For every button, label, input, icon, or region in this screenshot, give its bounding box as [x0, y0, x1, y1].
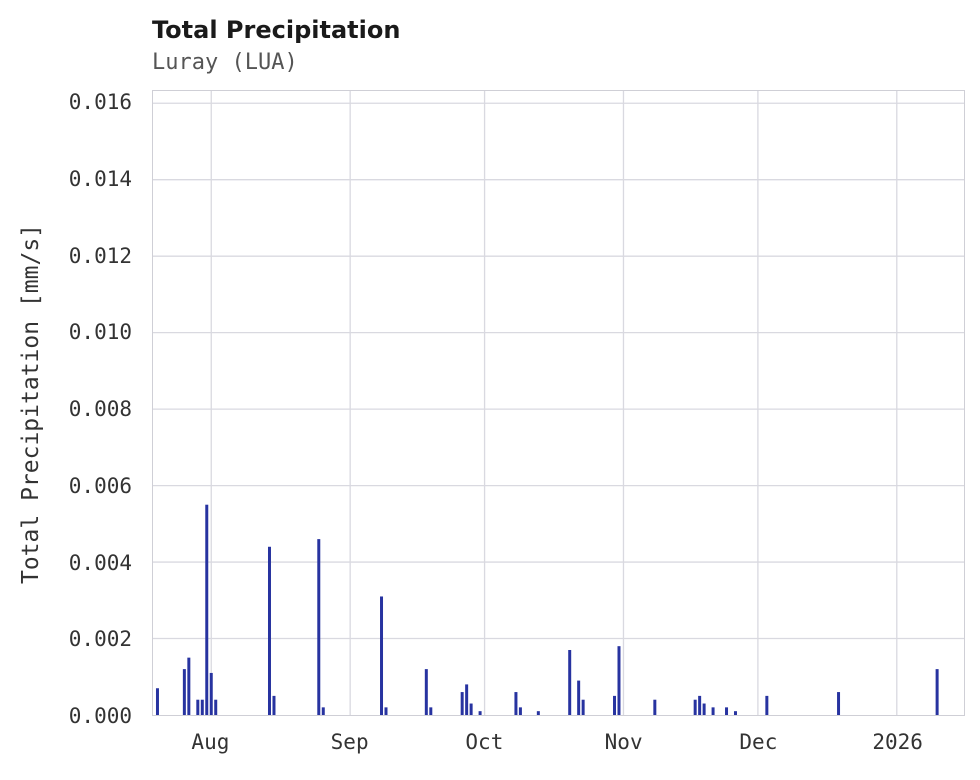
precipitation-bar: [702, 703, 706, 715]
x-axis-tick-labels: Aug Sep Oct Nov Dec 2026: [152, 730, 965, 764]
precipitation-bar: [384, 707, 388, 715]
precipitation-bar: [469, 703, 473, 715]
precipitation-bar: [182, 669, 186, 715]
x-tick-label: 2026: [872, 730, 923, 754]
y-tick-label: 0.012: [68, 243, 132, 268]
precipitation-bar: [380, 596, 384, 715]
precipitation-bar: [698, 695, 702, 715]
x-tick-label: Oct: [465, 730, 504, 754]
y-axis-tick-labels: 0.000 0.002 0.004 0.006 0.008 0.010 0.012 0.014…: [0, 90, 142, 728]
precipitation-bar: [581, 699, 585, 715]
precipitation-bar: [200, 699, 204, 715]
precipitation-bar: [568, 649, 572, 715]
y-tick-label: 0.004: [68, 550, 132, 575]
precipitation-bar: [317, 539, 321, 715]
precipitation-bar: [518, 707, 522, 715]
y-tick-label: 0.014: [68, 166, 132, 191]
plot-svg: [153, 91, 964, 715]
precipitation-bar: [693, 699, 697, 715]
precipitation-bar: [653, 699, 657, 715]
precipitation-bar: [155, 688, 159, 715]
precipitation-bar: [424, 669, 428, 715]
precipitation-bar: [460, 692, 464, 715]
precipitation-bar: [321, 707, 325, 715]
chart-subtitle: Luray (LUA): [152, 50, 298, 75]
precipitation-bar: [478, 711, 482, 715]
precipitation-bar: [429, 707, 433, 715]
precipitation-bar: [267, 546, 271, 715]
precipitation-bar: [711, 707, 715, 715]
y-tick-label: 0.010: [68, 320, 132, 345]
precipitation-bar: [209, 672, 213, 715]
precipitation-bar: [187, 657, 191, 715]
precipitation-bar: [205, 504, 209, 715]
precipitation-bar: [733, 711, 737, 715]
precipitation-bar: [613, 695, 617, 715]
page-title: Total Precipitation: [152, 16, 401, 44]
y-tick-label: 0.006: [68, 473, 132, 498]
precipitation-bar: [465, 684, 469, 715]
y-tick-label: 0.008: [68, 397, 132, 422]
x-tick-label: Sep: [330, 730, 369, 754]
y-tick-label: 0.016: [68, 90, 132, 115]
x-tick-label: Aug: [191, 730, 230, 754]
precipitation-bar: [536, 711, 540, 715]
x-tick-label: Nov: [604, 730, 643, 754]
precipitation-bar: [272, 695, 276, 715]
precipitation-bar: [725, 707, 729, 715]
y-tick-label: 0.000: [68, 704, 132, 728]
y-tick-label: 0.002: [68, 627, 132, 652]
x-tick-label: Dec: [739, 730, 778, 754]
precipitation-bar: [765, 695, 769, 715]
precipitation-bar: [577, 680, 581, 715]
precipitation-bar: [935, 669, 939, 715]
precipitation-bar: [617, 646, 621, 715]
precipitation-bar: [196, 699, 200, 715]
precipitation-bar: [837, 692, 841, 715]
precipitation-bar: [514, 692, 518, 715]
plot-area: [152, 90, 965, 716]
precipitation-bar: [214, 699, 218, 715]
